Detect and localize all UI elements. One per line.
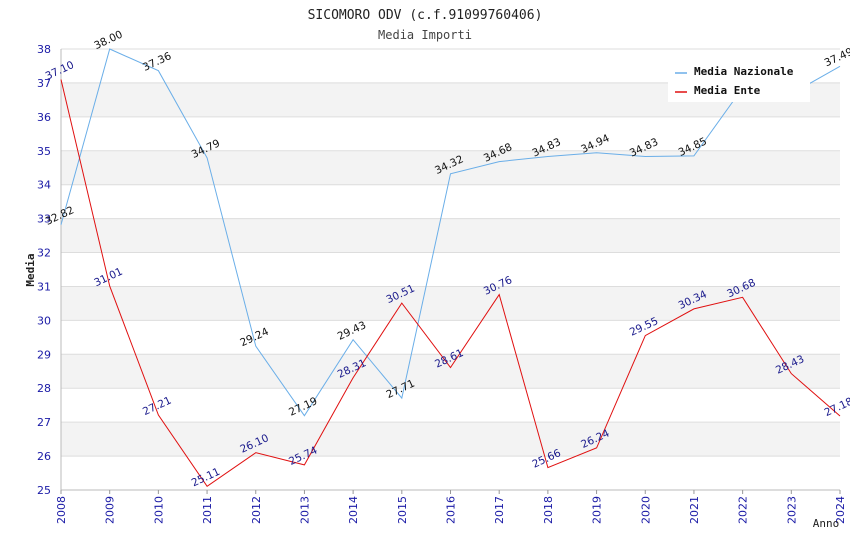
grid-band [61,252,840,287]
y-tick-label: 34 [37,179,51,192]
x-tick-label: 2013 [298,496,311,524]
y-tick-label: 30 [37,314,51,327]
y-tick-label: 28 [37,382,51,395]
y-tick-label: 26 [37,450,51,463]
y-axis-label: Media [24,253,37,286]
grid-band [61,320,840,355]
x-tick-label: 2023 [785,496,798,524]
y-tick-label: 33 [37,213,51,226]
series-lines [60,48,841,487]
x-tick-label: 2012 [250,496,263,524]
y-tick-labels: 25 26 27 28 29 30 31 32 33 34 35 36 37 38 [37,43,51,497]
x-tick-label: 2020 [639,496,652,524]
x-tick-label: 2014 [347,496,360,524]
y-tick-label: 37 [37,77,51,90]
y-tick-label: 36 [37,111,51,124]
x-tick-label: 2009 [104,496,117,524]
x-tick-label: 2022 [737,496,750,524]
series-line-ente [60,79,841,487]
x-tick-label: 2018 [542,496,555,524]
chart-subtitle: Media Importi [378,28,472,42]
grid-band [61,422,840,457]
y-tick-label: 31 [37,280,51,293]
y-tick-label: 32 [37,247,51,260]
y-tick-label: 27 [37,416,51,429]
legend-box [668,60,810,102]
x-tick-label: 2016 [445,496,458,524]
grid-band [61,218,840,253]
x-tick-label: 2019 [591,496,604,524]
legend-label-nazionale: Media Nazionale [694,65,794,78]
grid-band [61,456,840,490]
chart-title: SICOMORO ODV (c.f.91099760406) [308,8,543,23]
series-line-nazionale [60,48,841,417]
grid-lines [61,48,840,491]
legend: Media Nazionale Media Ente [668,60,810,102]
grid-band [61,150,840,185]
x-tick-label: 2015 [396,496,409,524]
y-tick-label: 25 [37,484,51,497]
x-tick-labels: 2008 2009 2010 2011 2012 2013 2014 2015 2016 2017… [55,496,847,524]
x-tick-label: 2021 [688,496,701,524]
x-tick-label: 2008 [55,496,68,524]
grid-band [61,286,840,321]
x-tick-label: 2024 [834,496,847,524]
x-axis-label: Anno [813,517,840,530]
y-tick-label: 35 [37,145,51,158]
x-tick-label: 2017 [493,496,506,524]
y-tick-label: 38 [37,43,51,56]
x-tick-label: 2010 [152,496,165,524]
grid-band [61,116,840,151]
axes [60,49,841,494]
y-tick-label: 29 [37,348,51,361]
grid-band [61,388,840,423]
legend-label-ente: Media Ente [694,84,761,97]
grid-band [61,354,840,389]
x-tick-label: 2011 [201,496,214,524]
grid-band [61,184,840,219]
